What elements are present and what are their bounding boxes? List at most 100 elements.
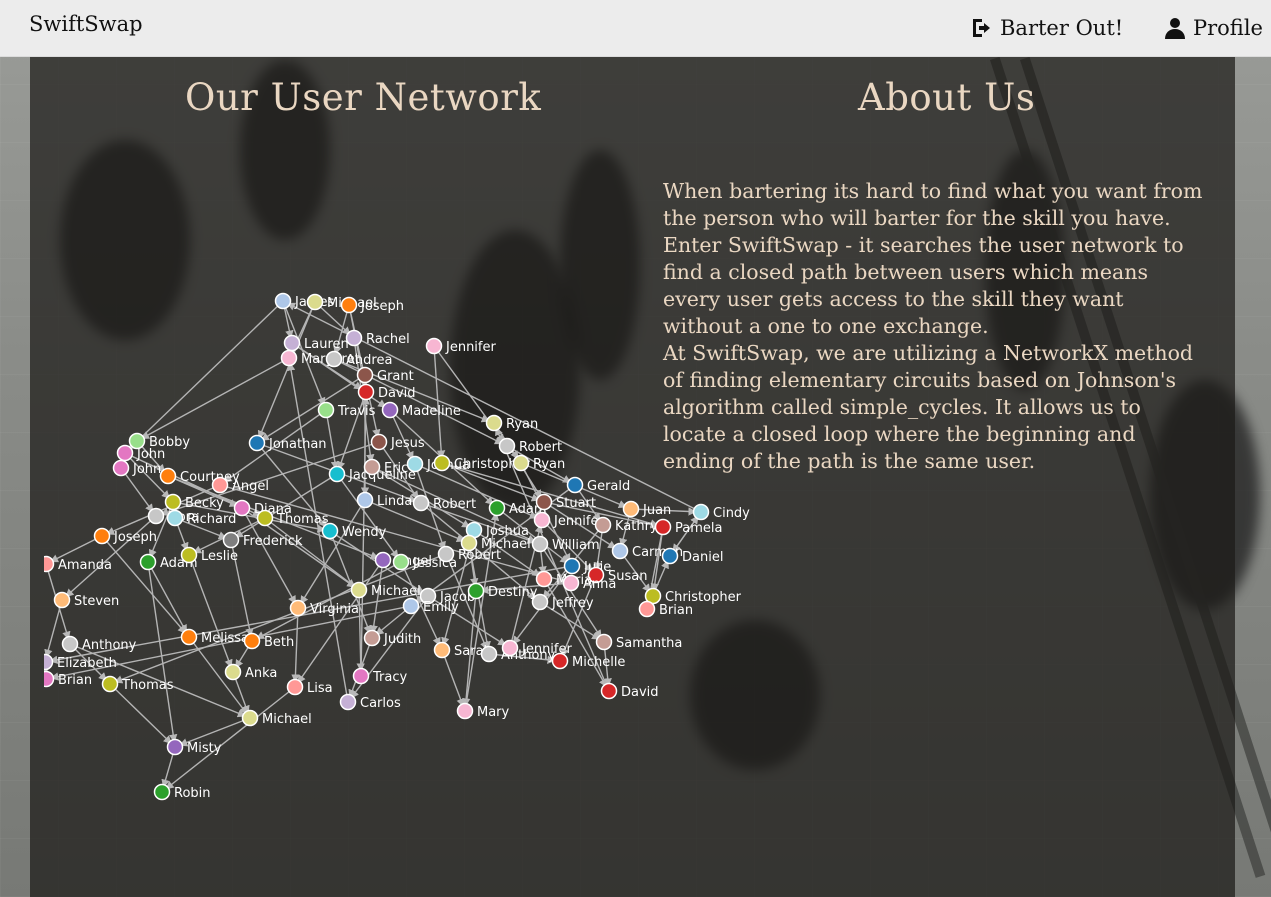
network-node[interactable]: Christopher [433,454,531,473]
network-node[interactable]: John [112,459,162,478]
network-node-circle[interactable] [256,509,274,527]
network-node[interactable]: Jesus [370,433,425,452]
network-node[interactable]: Susan [587,566,648,585]
network-node-circle[interactable] [211,476,229,494]
network-node-circle[interactable] [356,366,374,384]
network-node-circle[interactable] [289,599,307,617]
network-node-circle[interactable] [381,401,399,419]
network-node-circle[interactable] [433,641,451,659]
network-node-circle[interactable] [692,503,710,521]
network-node-circle[interactable] [61,635,79,653]
network-node-circle[interactable] [425,337,443,355]
network-node[interactable]: Lauren [283,334,349,353]
network-node-circle[interactable] [661,547,679,565]
network-node[interactable]: David [357,383,416,402]
network-node-circle[interactable] [44,555,55,573]
network-node-circle[interactable] [128,432,146,450]
network-node-circle[interactable] [594,516,612,534]
network-node[interactable]: Jonathan [248,434,327,453]
network-node[interactable]: Jacob [419,587,476,606]
network-node-circle[interactable] [498,437,516,455]
network-node[interactable]: Amanda [44,555,112,574]
network-node[interactable]: Stuart [535,493,597,512]
network-node-circle[interactable] [180,628,198,646]
network-node-circle[interactable] [101,675,119,693]
network-node-circle[interactable] [153,783,171,801]
network-node[interactable]: Joseph [93,527,158,546]
network-node-circle[interactable] [419,587,437,605]
network-node-circle[interactable] [437,545,455,563]
network-node[interactable]: Virginia [289,599,360,618]
network-node-circle[interactable] [562,574,580,592]
network-node-circle[interactable] [339,693,357,711]
brand-logo[interactable]: SwiftSwap [29,12,143,36]
network-node[interactable]: Melissa [180,628,249,647]
network-node-circle[interactable] [392,553,410,571]
network-node[interactable]: Robert [412,494,477,513]
profile-link[interactable]: Profile [1163,16,1263,40]
network-node[interactable]: Ryan [512,454,566,473]
network-node-circle[interactable] [402,597,420,615]
network-node-circle[interactable] [164,493,182,511]
network-node[interactable]: Anka [224,663,278,682]
network-node-circle[interactable] [112,459,130,477]
network-node-circle[interactable] [535,493,553,511]
network-node-circle[interactable] [306,293,324,311]
user-network-graph[interactable]: JamesMichaelJosephLaurenRachelMargaretAn… [44,280,750,820]
network-node[interactable]: Jennifer [425,337,497,356]
network-node[interactable]: Anthony [61,635,137,654]
network-node[interactable]: Destiny [467,582,538,601]
network-node-circle[interactable] [531,593,549,611]
network-node[interactable]: Leslie [180,546,239,565]
network-node-circle[interactable] [166,738,184,756]
network-node[interactable]: Cindy [692,503,751,522]
network-node[interactable]: Michelle [551,652,626,671]
network-node[interactable]: John [116,444,166,463]
network-node-circle[interactable] [611,542,629,560]
network-node-circle[interactable] [488,499,506,517]
network-node[interactable]: Emily [402,597,460,616]
network-node-circle[interactable] [233,499,251,517]
network-node-circle[interactable] [350,581,368,599]
network-node-circle[interactable] [412,494,430,512]
network-node[interactable]: Wendy [321,522,387,541]
network-node-circle[interactable] [587,566,605,584]
network-node[interactable]: Jacqueline [328,465,416,484]
network-node[interactable]: Thomas [101,675,174,694]
network-node[interactable]: Rachel [345,329,410,348]
network-node-circle[interactable] [139,553,157,571]
network-node[interactable]: Robert [498,437,563,456]
network-node-circle[interactable] [480,645,498,663]
network-node-circle[interactable] [512,454,530,472]
network-node[interactable]: Lisa [286,678,333,697]
network-node[interactable]: Juan [622,500,672,519]
network-node[interactable]: Beth [243,632,295,651]
network-node[interactable]: Madeline [381,401,461,420]
network-node-circle[interactable] [116,444,134,462]
network-node-circle[interactable] [654,518,672,536]
network-node-circle[interactable] [467,582,485,600]
network-node-circle[interactable] [356,491,374,509]
network-node[interactable]: Robert [437,545,502,564]
network-node[interactable]: Elizabeth [44,653,117,672]
network-node[interactable]: Mary [456,702,510,721]
network-node-circle[interactable] [53,591,71,609]
network-node[interactable]: Grant [356,366,414,385]
network-node[interactable]: Michael [460,534,531,553]
network-node[interactable]: William [531,535,600,554]
network-node-circle[interactable] [274,292,292,310]
network-node[interactable]: Jeffrey [531,593,594,612]
network-node-circle[interactable] [224,663,242,681]
network-node-circle[interactable] [280,349,298,367]
network-node[interactable]: Tracy [352,667,408,686]
network-node-circle[interactable] [44,670,55,688]
network-node-circle[interactable] [374,551,392,569]
network-node-circle[interactable] [363,458,381,476]
barter-out-link[interactable]: Barter Out! [970,16,1123,40]
network-node[interactable]: David [600,682,659,701]
network-node[interactable]: Kathryn [594,516,666,535]
network-node-circle[interactable] [340,296,358,314]
network-node-circle[interactable] [406,455,424,473]
network-node[interactable]: Carlos [339,693,401,712]
network-node-circle[interactable] [241,709,259,727]
